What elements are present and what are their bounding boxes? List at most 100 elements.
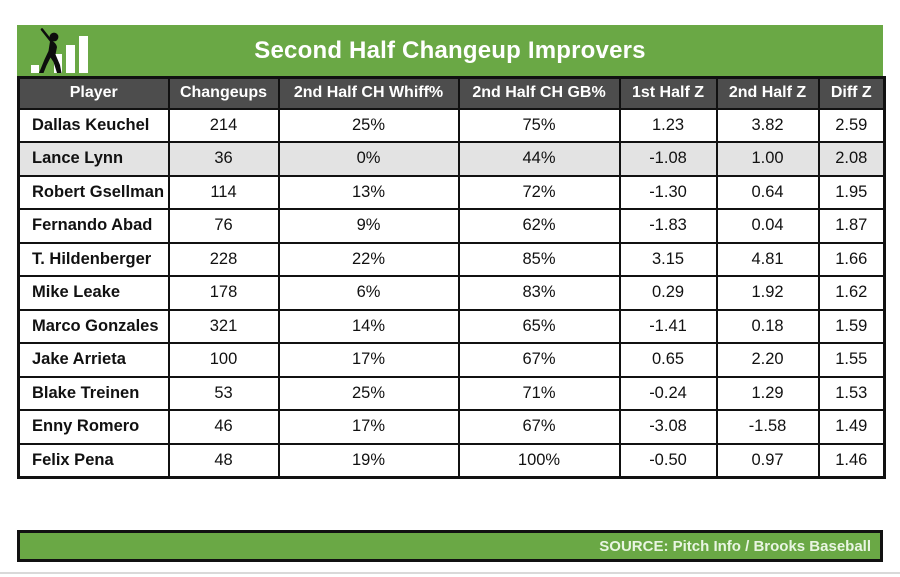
stat-cell: -1.30 — [618, 174, 718, 210]
page-title: Second Half Changeup Improvers — [254, 36, 646, 64]
stat-cell: -3.08 — [618, 409, 718, 445]
stat-cell: 1.62 — [817, 275, 886, 311]
column-header: 2nd Half Z — [715, 76, 820, 110]
stat-cell: 1.55 — [817, 342, 886, 378]
stat-cell: 1.53 — [817, 375, 886, 411]
stat-cell: 178 — [167, 275, 280, 311]
stat-cell: 85% — [457, 241, 621, 277]
table-row: Robert Gsellman 114 13% 72% -1.30 0.64 1.95 — [17, 174, 886, 210]
table-row: T. Hildenberger 228 22% 85% 3.15 4.81 1.66 — [17, 241, 886, 277]
stat-cell: 214 — [167, 107, 280, 143]
stat-cell: 2.08 — [817, 141, 886, 177]
player-name-cell: Lance Lynn — [17, 141, 170, 177]
column-header: Changeups — [167, 76, 280, 110]
stat-cell: 0.18 — [715, 308, 820, 344]
stat-cell: 3.82 — [715, 107, 820, 143]
stat-cell: 83% — [457, 275, 621, 311]
stat-cell: 22% — [277, 241, 460, 277]
stat-cell: 1.23 — [618, 107, 718, 143]
player-name-cell: Jake Arrieta — [17, 342, 170, 378]
stat-cell: 6% — [277, 275, 460, 311]
source-credit: SOURCE: Pitch Info / Brooks Baseball — [599, 537, 871, 555]
stat-cell: 67% — [457, 342, 621, 378]
stat-cell: 0.65 — [618, 342, 718, 378]
stat-cell: 228 — [167, 241, 280, 277]
stat-cell: 25% — [277, 107, 460, 143]
stat-cell: 100% — [457, 442, 621, 478]
stat-cell: 9% — [277, 208, 460, 244]
stat-cell: 0.97 — [715, 442, 820, 478]
stat-cell: 75% — [457, 107, 621, 143]
player-name-cell: Marco Gonzales — [17, 308, 170, 344]
table-row: Felix Pena 48 19% 100% -0.50 0.97 1.46 — [17, 442, 886, 478]
stat-cell: 67% — [457, 409, 621, 445]
stat-cell: 100 — [167, 342, 280, 378]
player-name-cell: Fernando Abad — [17, 208, 170, 244]
column-header: 2nd Half CH Whiff% — [277, 76, 460, 110]
stat-cell: 1.66 — [817, 241, 886, 277]
stats-table: Player Changeups 2nd Half CH Whiff% 2nd Hal… — [17, 76, 886, 479]
stat-cell: -1.58 — [715, 409, 820, 445]
stat-cell: 0.64 — [715, 174, 820, 210]
stat-cell: -1.41 — [618, 308, 718, 344]
column-header: Player — [17, 76, 170, 110]
stat-cell: 1.95 — [817, 174, 886, 210]
stat-cell: 1.29 — [715, 375, 820, 411]
stat-cell: 0.04 — [715, 208, 820, 244]
player-name-cell: Mike Leake — [17, 275, 170, 311]
footer-bar: SOURCE: Pitch Info / Brooks Baseball — [17, 530, 883, 562]
stat-cell: 1.59 — [817, 308, 886, 344]
stat-cell: 0.29 — [618, 275, 718, 311]
stat-cell: 36 — [167, 141, 280, 177]
table-row: Mike Leake 178 6% 83% 0.29 1.92 1.62 — [17, 275, 886, 311]
player-name-cell: Blake Treinen — [17, 375, 170, 411]
stat-cell: -0.50 — [618, 442, 718, 478]
table-row: Jake Arrieta 100 17% 67% 0.65 2.20 1.55 — [17, 342, 886, 378]
title-bar: Second Half Changeup Improvers — [17, 25, 883, 76]
table-row: Marco Gonzales 321 14% 65% -1.41 0.18 1.59 — [17, 308, 886, 344]
table-row: Enny Romero 46 17% 67% -3.08 -1.58 1.49 — [17, 409, 886, 445]
stat-cell: 1.92 — [715, 275, 820, 311]
stat-cell: 1.00 — [715, 141, 820, 177]
table-header-row: Player Changeups 2nd Half CH Whiff% 2nd Hal… — [17, 76, 886, 110]
stat-cell: 114 — [167, 174, 280, 210]
table-row: Fernando Abad 76 9% 62% -1.83 0.04 1.87 — [17, 208, 886, 244]
stat-cell: 71% — [457, 375, 621, 411]
stat-cell: 4.81 — [715, 241, 820, 277]
stat-cell: 321 — [167, 308, 280, 344]
player-name-cell: T. Hildenberger — [17, 241, 170, 277]
stat-cell: 2.20 — [715, 342, 820, 378]
stat-cell: 17% — [277, 342, 460, 378]
stat-cell: 2.59 — [817, 107, 886, 143]
stat-cell: 17% — [277, 409, 460, 445]
column-header: 1st Half Z — [618, 76, 718, 110]
table-row: Dallas Keuchel 214 25% 75% 1.23 3.82 2.59 — [17, 107, 886, 143]
player-name-cell: Enny Romero — [17, 409, 170, 445]
player-name-cell: Dallas Keuchel — [17, 107, 170, 143]
stat-cell: 76 — [167, 208, 280, 244]
player-name-cell: Felix Pena — [17, 442, 170, 478]
stat-cell: 46 — [167, 409, 280, 445]
table-row: Lance Lynn 36 0% 44% -1.08 1.00 2.08 — [17, 141, 886, 177]
table-body: Dallas Keuchel 214 25% 75% 1.23 3.82 2.59 Lance… — [17, 107, 886, 478]
screenshot-bottom-edge — [0, 572, 900, 574]
stat-cell: 53 — [167, 375, 280, 411]
stat-cell: 62% — [457, 208, 621, 244]
batter-bar-chart-logo-icon — [30, 28, 94, 74]
stat-cell: -1.83 — [618, 208, 718, 244]
stat-cell: 44% — [457, 141, 621, 177]
table-row: Blake Treinen 53 25% 71% -0.24 1.29 1.53 — [17, 375, 886, 411]
stat-cell: -0.24 — [618, 375, 718, 411]
stat-cell: 19% — [277, 442, 460, 478]
stat-cell: 14% — [277, 308, 460, 344]
stat-cell: 3.15 — [618, 241, 718, 277]
stat-cell: 0% — [277, 141, 460, 177]
stat-cell: -1.08 — [618, 141, 718, 177]
stat-cell: 25% — [277, 375, 460, 411]
player-name-cell: Robert Gsellman — [17, 174, 170, 210]
stat-cell: 48 — [167, 442, 280, 478]
stat-cell: 65% — [457, 308, 621, 344]
stat-cell: 1.87 — [817, 208, 886, 244]
column-header: 2nd Half CH GB% — [457, 76, 621, 110]
